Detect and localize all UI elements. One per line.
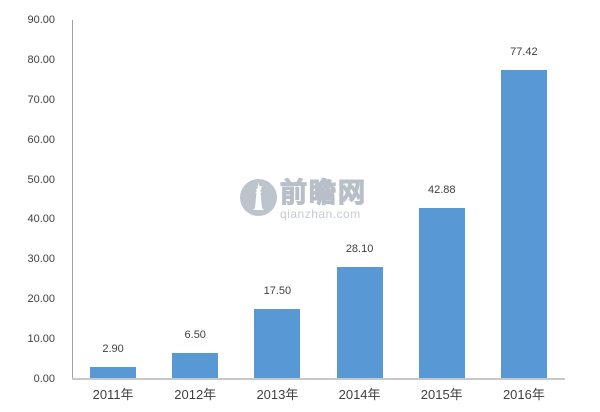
bar: [90, 367, 137, 380]
watermark-en-text: qianzhan.com: [280, 207, 361, 221]
x-axis-line: [72, 378, 565, 380]
y-tick-label: 60.00: [27, 133, 55, 146]
y-tick-label: 30.00: [27, 253, 55, 266]
x-tick-label: 2014年: [338, 387, 381, 402]
y-tick-label: 20.00: [27, 293, 55, 306]
y-tick-label: 70.00: [27, 93, 55, 106]
qianzhan-logo-icon: [240, 179, 277, 216]
bar-value-label: 2.90: [102, 343, 124, 356]
bar: [172, 353, 219, 380]
y-tick-label: 0.00: [33, 373, 55, 385]
bar-value-label: 42.88: [427, 183, 456, 196]
x-tick-label: 2012年: [174, 387, 217, 402]
watermark: 前瞻网 qianzhan.com: [240, 178, 367, 221]
bar-value-label: 28.10: [345, 242, 374, 255]
bar-value-label: 17.50: [263, 285, 292, 298]
x-tick-label: 2013年: [256, 387, 299, 402]
bar: [254, 309, 301, 380]
bar: [418, 207, 465, 380]
y-tick-label: 10.00: [27, 333, 55, 346]
x-tick-label: 2016年: [502, 387, 545, 402]
bar-value-label: 77.42: [510, 46, 538, 59]
x-tick-label: 2015年: [420, 387, 463, 402]
bar-value-label: 6.50: [184, 329, 206, 342]
y-tick-label: 80.00: [27, 53, 55, 66]
watermark-text: 前瞻网 qianzhan.com: [279, 178, 367, 221]
y-tick-label: 40.00: [27, 213, 55, 226]
y-axis-line: [72, 20, 73, 380]
y-tick-label: 90.00: [27, 14, 55, 26]
x-tick-label: 2011年: [92, 387, 134, 402]
y-tick-label: 50.00: [27, 173, 55, 186]
watermark-cn-text: 前瞻网: [279, 178, 367, 208]
bar: [500, 70, 547, 380]
bar: [336, 266, 383, 380]
